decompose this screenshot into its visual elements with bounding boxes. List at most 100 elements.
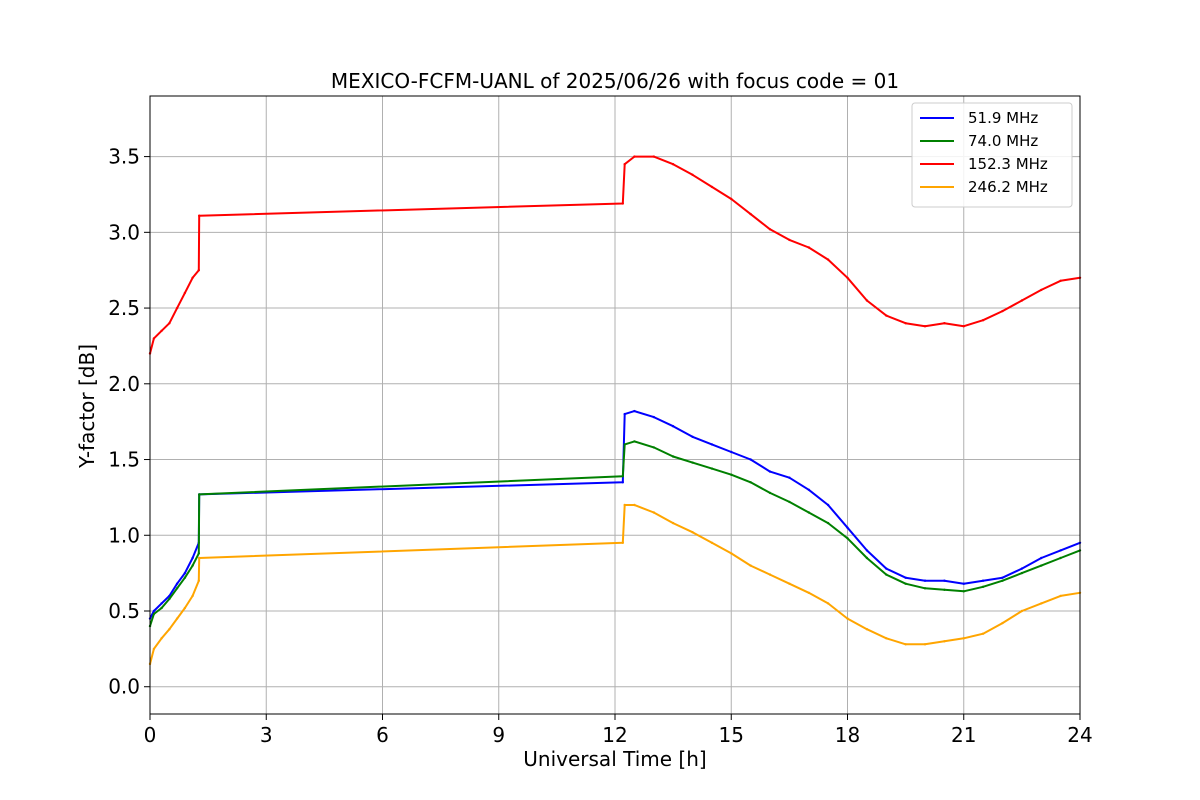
series-1-point <box>623 443 626 446</box>
series-0-point <box>160 602 163 605</box>
series-3-point <box>198 556 201 560</box>
series-0-point <box>671 425 675 428</box>
series-2-point <box>962 325 965 328</box>
legend-entry-label: 74.0 MHz <box>968 132 1038 150</box>
series-1-point <box>1020 571 1024 575</box>
series-3-point <box>1059 594 1062 598</box>
series-1-point <box>175 587 179 590</box>
series-1-point <box>652 446 655 449</box>
series-1-point <box>981 585 985 588</box>
series-2-point <box>1040 288 1043 292</box>
plot-frame <box>149 95 1081 715</box>
series-1-point <box>807 511 810 514</box>
series-3-point <box>652 511 655 514</box>
series-3-point <box>788 582 791 585</box>
x-tick-label: 3 <box>260 723 273 747</box>
x-tick-label: 12 <box>602 723 627 747</box>
series-3-point <box>768 573 772 576</box>
series-3-point <box>981 632 985 635</box>
series-2-point <box>1001 309 1004 313</box>
series-0-point <box>885 567 888 570</box>
series-0-point <box>152 609 156 613</box>
series-3-point <box>160 637 163 640</box>
series-2-point <box>885 314 888 317</box>
series-2-point <box>652 155 655 158</box>
series-0-point <box>623 412 626 416</box>
series-3-point <box>621 541 624 544</box>
x-tick-label: 15 <box>719 723 744 747</box>
series-1-point <box>198 493 201 496</box>
series-2-point <box>904 322 907 325</box>
y-axis-label: Y-factor [dB] <box>75 344 99 469</box>
series-0-point <box>1059 549 1062 552</box>
series-1-point <box>885 573 888 576</box>
series-3-point <box>633 503 636 507</box>
series-2-point <box>981 319 985 322</box>
y-tick-label: 0.5 <box>108 599 140 623</box>
series-1-point <box>671 455 675 458</box>
x-tick-label: 18 <box>835 723 860 747</box>
series-0-point <box>710 443 714 446</box>
x-tick-label: 9 <box>492 723 505 747</box>
series-0-point <box>846 526 849 529</box>
series-2-point <box>807 246 810 249</box>
series-2-point <box>691 173 694 176</box>
y-tick-label: 1.0 <box>108 523 140 547</box>
series-3-point <box>168 628 171 631</box>
series-0-point <box>730 450 733 454</box>
series-3-point <box>904 643 907 646</box>
series-3-point <box>885 637 888 640</box>
legend-box <box>911 102 1073 208</box>
x-axis-label: Universal Time [h] <box>523 747 706 771</box>
axis-ticks: 0 3 6 9 12 15 18 21 24 0.0 0.5 1.0 1.5 2.0 2.5 3.0 3.5 <box>108 145 1093 747</box>
y-tick-label: 3.5 <box>108 145 140 169</box>
series-1-point <box>197 552 200 555</box>
series-2-point <box>197 269 200 272</box>
series-2-point <box>621 202 624 205</box>
series-3-point <box>1001 621 1004 625</box>
series-3-point <box>1020 609 1024 613</box>
series-0-point <box>652 415 655 419</box>
series-3-point <box>691 531 694 534</box>
series-2-point <box>198 214 201 217</box>
series-1-point <box>749 481 752 484</box>
series-0-point <box>691 435 694 438</box>
series-3-point <box>623 503 626 507</box>
series-0-point <box>621 481 624 484</box>
series-1-point <box>183 576 187 579</box>
x-tick-label: 21 <box>951 723 976 747</box>
series-0-point <box>923 579 927 582</box>
series-2-point <box>768 228 772 231</box>
series-lines <box>148 155 1082 666</box>
series-2-point <box>671 163 675 166</box>
series-0-point <box>904 576 907 579</box>
x-tick-label: 24 <box>1067 723 1092 747</box>
series-3-point <box>962 637 965 640</box>
series-3-point <box>175 617 179 620</box>
series-1-point <box>846 537 849 540</box>
series-1-point <box>1040 564 1043 567</box>
series-3-point <box>865 628 869 631</box>
series-2-point <box>730 197 733 201</box>
legend-entry-label: 152.3 MHz <box>968 155 1048 173</box>
series-3-point <box>943 640 946 643</box>
x-tick-label: 6 <box>376 723 389 747</box>
series-3-point <box>191 594 194 598</box>
series-2-point <box>826 258 830 261</box>
series-3-point <box>183 606 187 610</box>
y-tick-label: 2.5 <box>108 296 140 320</box>
series-1-point <box>191 564 194 567</box>
series-1-point <box>768 491 772 495</box>
series-0-point <box>768 470 772 473</box>
series-0-point <box>962 582 965 585</box>
series-2-point <box>1020 299 1024 302</box>
series-2-point <box>749 212 752 216</box>
series-2-point <box>183 291 187 295</box>
series-0-point <box>1020 567 1024 570</box>
legend-entry-label: 246.2 MHz <box>968 178 1048 196</box>
series-2-point <box>923 325 927 328</box>
series-0-point <box>749 458 752 461</box>
series-2-point <box>710 185 714 189</box>
